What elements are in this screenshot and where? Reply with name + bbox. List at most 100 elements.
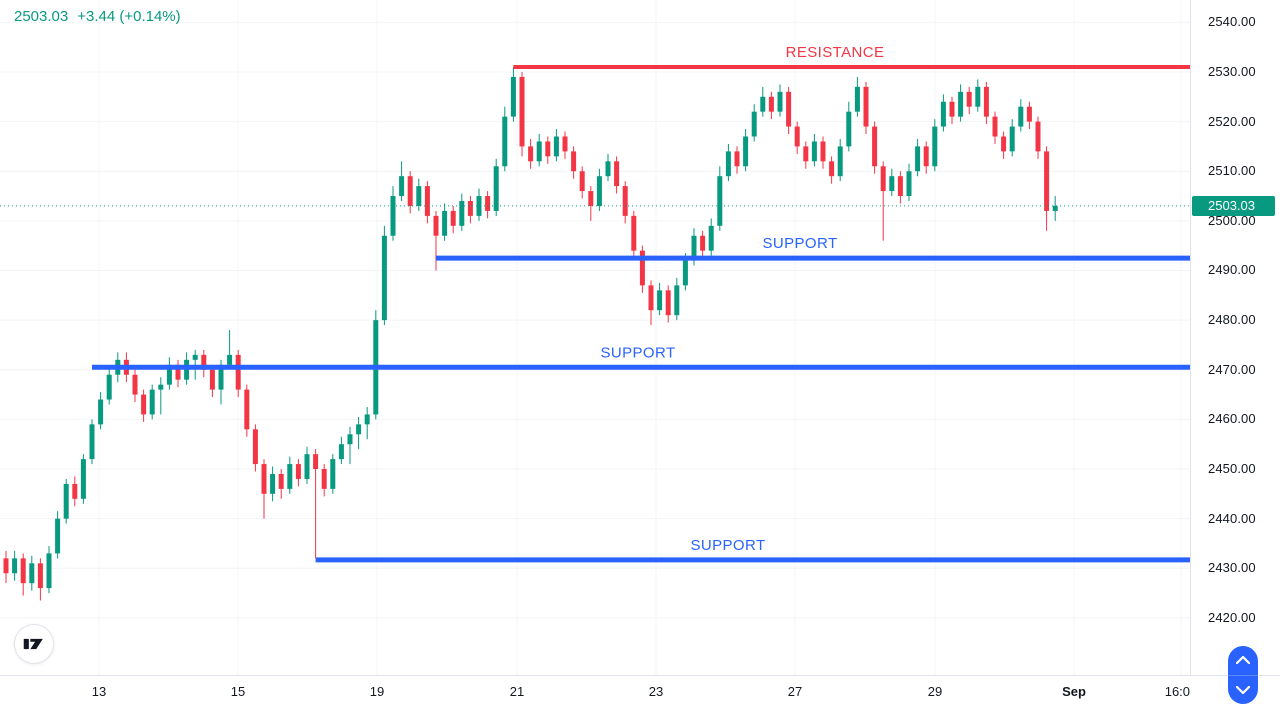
candle-body (149, 389, 155, 415)
price-tick-label: 2470.00 (1208, 361, 1256, 377)
price-axis[interactable]: 2503.03 2540.00 2530.00 2520.00 2510.00 2500… (1190, 0, 1280, 675)
candle-body (467, 201, 473, 216)
candle-body (252, 429, 258, 465)
candle-body (3, 558, 9, 574)
candle-body (347, 434, 353, 445)
candle-body (313, 454, 319, 470)
price-tick-label: 2500.00 (1208, 212, 1256, 228)
candle-body (562, 136, 568, 152)
support-lower-label[interactable]: SUPPORT (690, 537, 765, 554)
candle-body (98, 399, 104, 425)
candle-body (596, 176, 602, 206)
candle-body (235, 354, 241, 390)
candle-body (751, 111, 757, 137)
candle-body (734, 151, 740, 167)
candle-body (777, 91, 783, 112)
candle-body (390, 196, 396, 236)
candle-body (1001, 136, 1007, 152)
candle-body (820, 141, 826, 162)
candle-body (1035, 121, 1041, 152)
candle-body (519, 76, 525, 147)
candle-body (1044, 151, 1050, 211)
candle-body (1052, 205, 1058, 211)
candle-body (407, 176, 413, 206)
time-tick-label: 23 (648, 684, 664, 699)
candle-body (958, 91, 964, 117)
candle-body (485, 196, 491, 211)
price-tick-label: 2440.00 (1208, 510, 1256, 526)
candle-body (872, 126, 878, 167)
tradingview-logo[interactable] (14, 624, 54, 664)
candle-body (12, 558, 18, 574)
candle-body (261, 464, 267, 494)
candle-body (553, 136, 559, 157)
candle-body (433, 215, 439, 236)
candle-body (356, 424, 362, 435)
candle-body (37, 563, 43, 589)
candle-body (614, 161, 620, 187)
price-tick-label: 2510.00 (1208, 163, 1256, 179)
scroll-down-button[interactable] (1228, 676, 1258, 705)
candle-body (700, 235, 706, 251)
candle-body (295, 464, 301, 479)
candle-body (854, 86, 860, 112)
time-axis[interactable]: 13 15 19 21 23 27 29 Sep 16:00 (0, 675, 1280, 709)
price-tick-label: 2490.00 (1208, 262, 1256, 278)
candle-body (493, 166, 499, 211)
price-tick-label: 2420.00 (1208, 609, 1256, 625)
candle-body (244, 389, 250, 430)
candle-body (923, 146, 929, 167)
candle-body (132, 374, 138, 395)
candle-body (983, 86, 989, 117)
candlestick-chart[interactable]: RESISTANCE SUPPORT SUPPORT SUPPORT (0, 0, 1190, 675)
candle-body (158, 384, 164, 390)
candle-body (940, 101, 946, 127)
support-upper-label[interactable]: SUPPORT (762, 235, 837, 252)
candle-body (106, 374, 112, 400)
candle-body (46, 553, 52, 589)
price-tick-label: 2480.00 (1208, 312, 1256, 328)
candle-body (571, 151, 577, 172)
candle-body (89, 424, 95, 460)
candle-body (330, 459, 336, 489)
candle-body (880, 166, 886, 192)
candle-body (717, 176, 723, 226)
time-tick-label: 16:00 (1164, 684, 1190, 699)
candle-body (691, 235, 697, 261)
candle-body (381, 235, 387, 321)
last-price-badge: 2503.03 (1192, 195, 1275, 216)
candle-body (338, 444, 344, 460)
candle-body (708, 225, 714, 251)
time-tick-label: 29 (927, 684, 943, 699)
candle-body (966, 91, 972, 107)
ticker-line[interactable]: 2503.03 +3.44 (+0.14%) (14, 8, 181, 25)
candle-body (399, 176, 405, 197)
resistance-label[interactable]: RESISTANCE (786, 44, 885, 61)
candle-body (270, 473, 276, 494)
chevron-up-icon (1236, 656, 1250, 665)
candle-body (622, 186, 628, 216)
scroll-buttons (1228, 646, 1258, 704)
candle-body (639, 250, 645, 286)
scroll-up-button[interactable] (1228, 646, 1258, 676)
chart-plot-area[interactable]: RESISTANCE SUPPORT SUPPORT SUPPORT 2503.03 … (0, 0, 1190, 675)
support-middle-label[interactable]: SUPPORT (600, 344, 675, 361)
price-tick-label: 2530.00 (1208, 63, 1256, 79)
price-tick-label: 2520.00 (1208, 113, 1256, 129)
price-tick-label: 2540.00 (1208, 14, 1256, 30)
candle-body (897, 176, 903, 197)
candle-body (175, 364, 181, 380)
time-tick-label: 13 (91, 684, 107, 699)
candle-body (588, 191, 594, 206)
candle-body (528, 146, 534, 162)
candle-body (803, 146, 809, 162)
candle-body (725, 151, 731, 177)
candle-body (889, 176, 895, 192)
candle-body (141, 394, 147, 415)
candle-body (1026, 106, 1032, 122)
candle-body (278, 473, 284, 489)
candle-body (1009, 126, 1015, 152)
candle-body (209, 369, 215, 390)
time-axis-labels: 13 15 19 21 23 27 29 Sep 16:00 (0, 676, 1190, 709)
